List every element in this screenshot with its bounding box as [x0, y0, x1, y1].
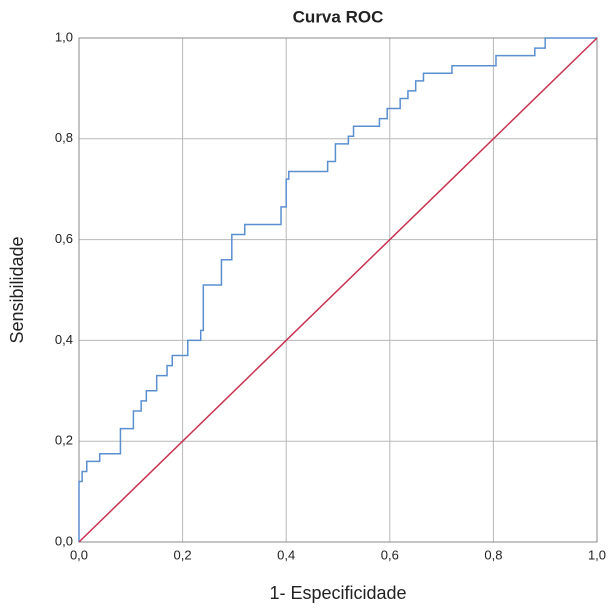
- y-tick-label: 0,2: [55, 433, 73, 448]
- y-tick-label: 0,8: [55, 130, 73, 145]
- y-tick-label: 1,0: [55, 29, 73, 44]
- x-tick-label: 0,8: [484, 547, 502, 562]
- x-tick-label: 0,6: [381, 547, 399, 562]
- y-axis-title: Sensibilidade: [7, 236, 27, 343]
- chart-title: Curva ROC: [293, 7, 384, 26]
- roc-line: [78, 37, 598, 543]
- x-tick-label: 0,4: [277, 547, 295, 562]
- plot-frame: [78, 37, 598, 543]
- y-tick-label: 0,0: [55, 533, 73, 548]
- x-tick-label: 0,0: [70, 547, 88, 562]
- y-tick-label: 0,4: [55, 332, 73, 347]
- roc-line: [78, 37, 597, 542]
- x-axis-title: 1- Especificidade: [269, 583, 406, 603]
- y-tick-label: 0,6: [55, 231, 73, 246]
- x-tick-label: 0,2: [174, 547, 192, 562]
- x-tick-label: 1,0: [588, 547, 606, 562]
